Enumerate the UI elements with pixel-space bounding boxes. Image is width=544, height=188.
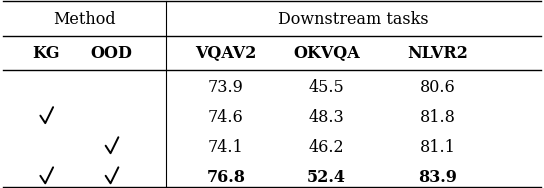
Text: 46.2: 46.2 [308,139,344,156]
Text: 52.4: 52.4 [307,169,346,186]
Text: 48.3: 48.3 [308,109,344,126]
Text: KG: KG [33,45,60,62]
Text: 45.5: 45.5 [308,79,344,96]
Text: OOD: OOD [91,45,132,62]
Text: Downstream tasks: Downstream tasks [279,11,429,28]
Text: 80.6: 80.6 [420,79,456,96]
Text: NLVR2: NLVR2 [407,45,468,62]
Text: OKVQA: OKVQA [293,45,360,62]
Text: 83.9: 83.9 [418,169,458,186]
Text: Method: Method [53,11,116,28]
Text: 73.9: 73.9 [208,79,244,96]
Text: 74.6: 74.6 [208,109,244,126]
Text: VQAV2: VQAV2 [195,45,256,62]
Text: 76.8: 76.8 [206,169,245,186]
Text: 74.1: 74.1 [208,139,244,156]
Text: 81.8: 81.8 [420,109,456,126]
Text: 81.1: 81.1 [420,139,456,156]
